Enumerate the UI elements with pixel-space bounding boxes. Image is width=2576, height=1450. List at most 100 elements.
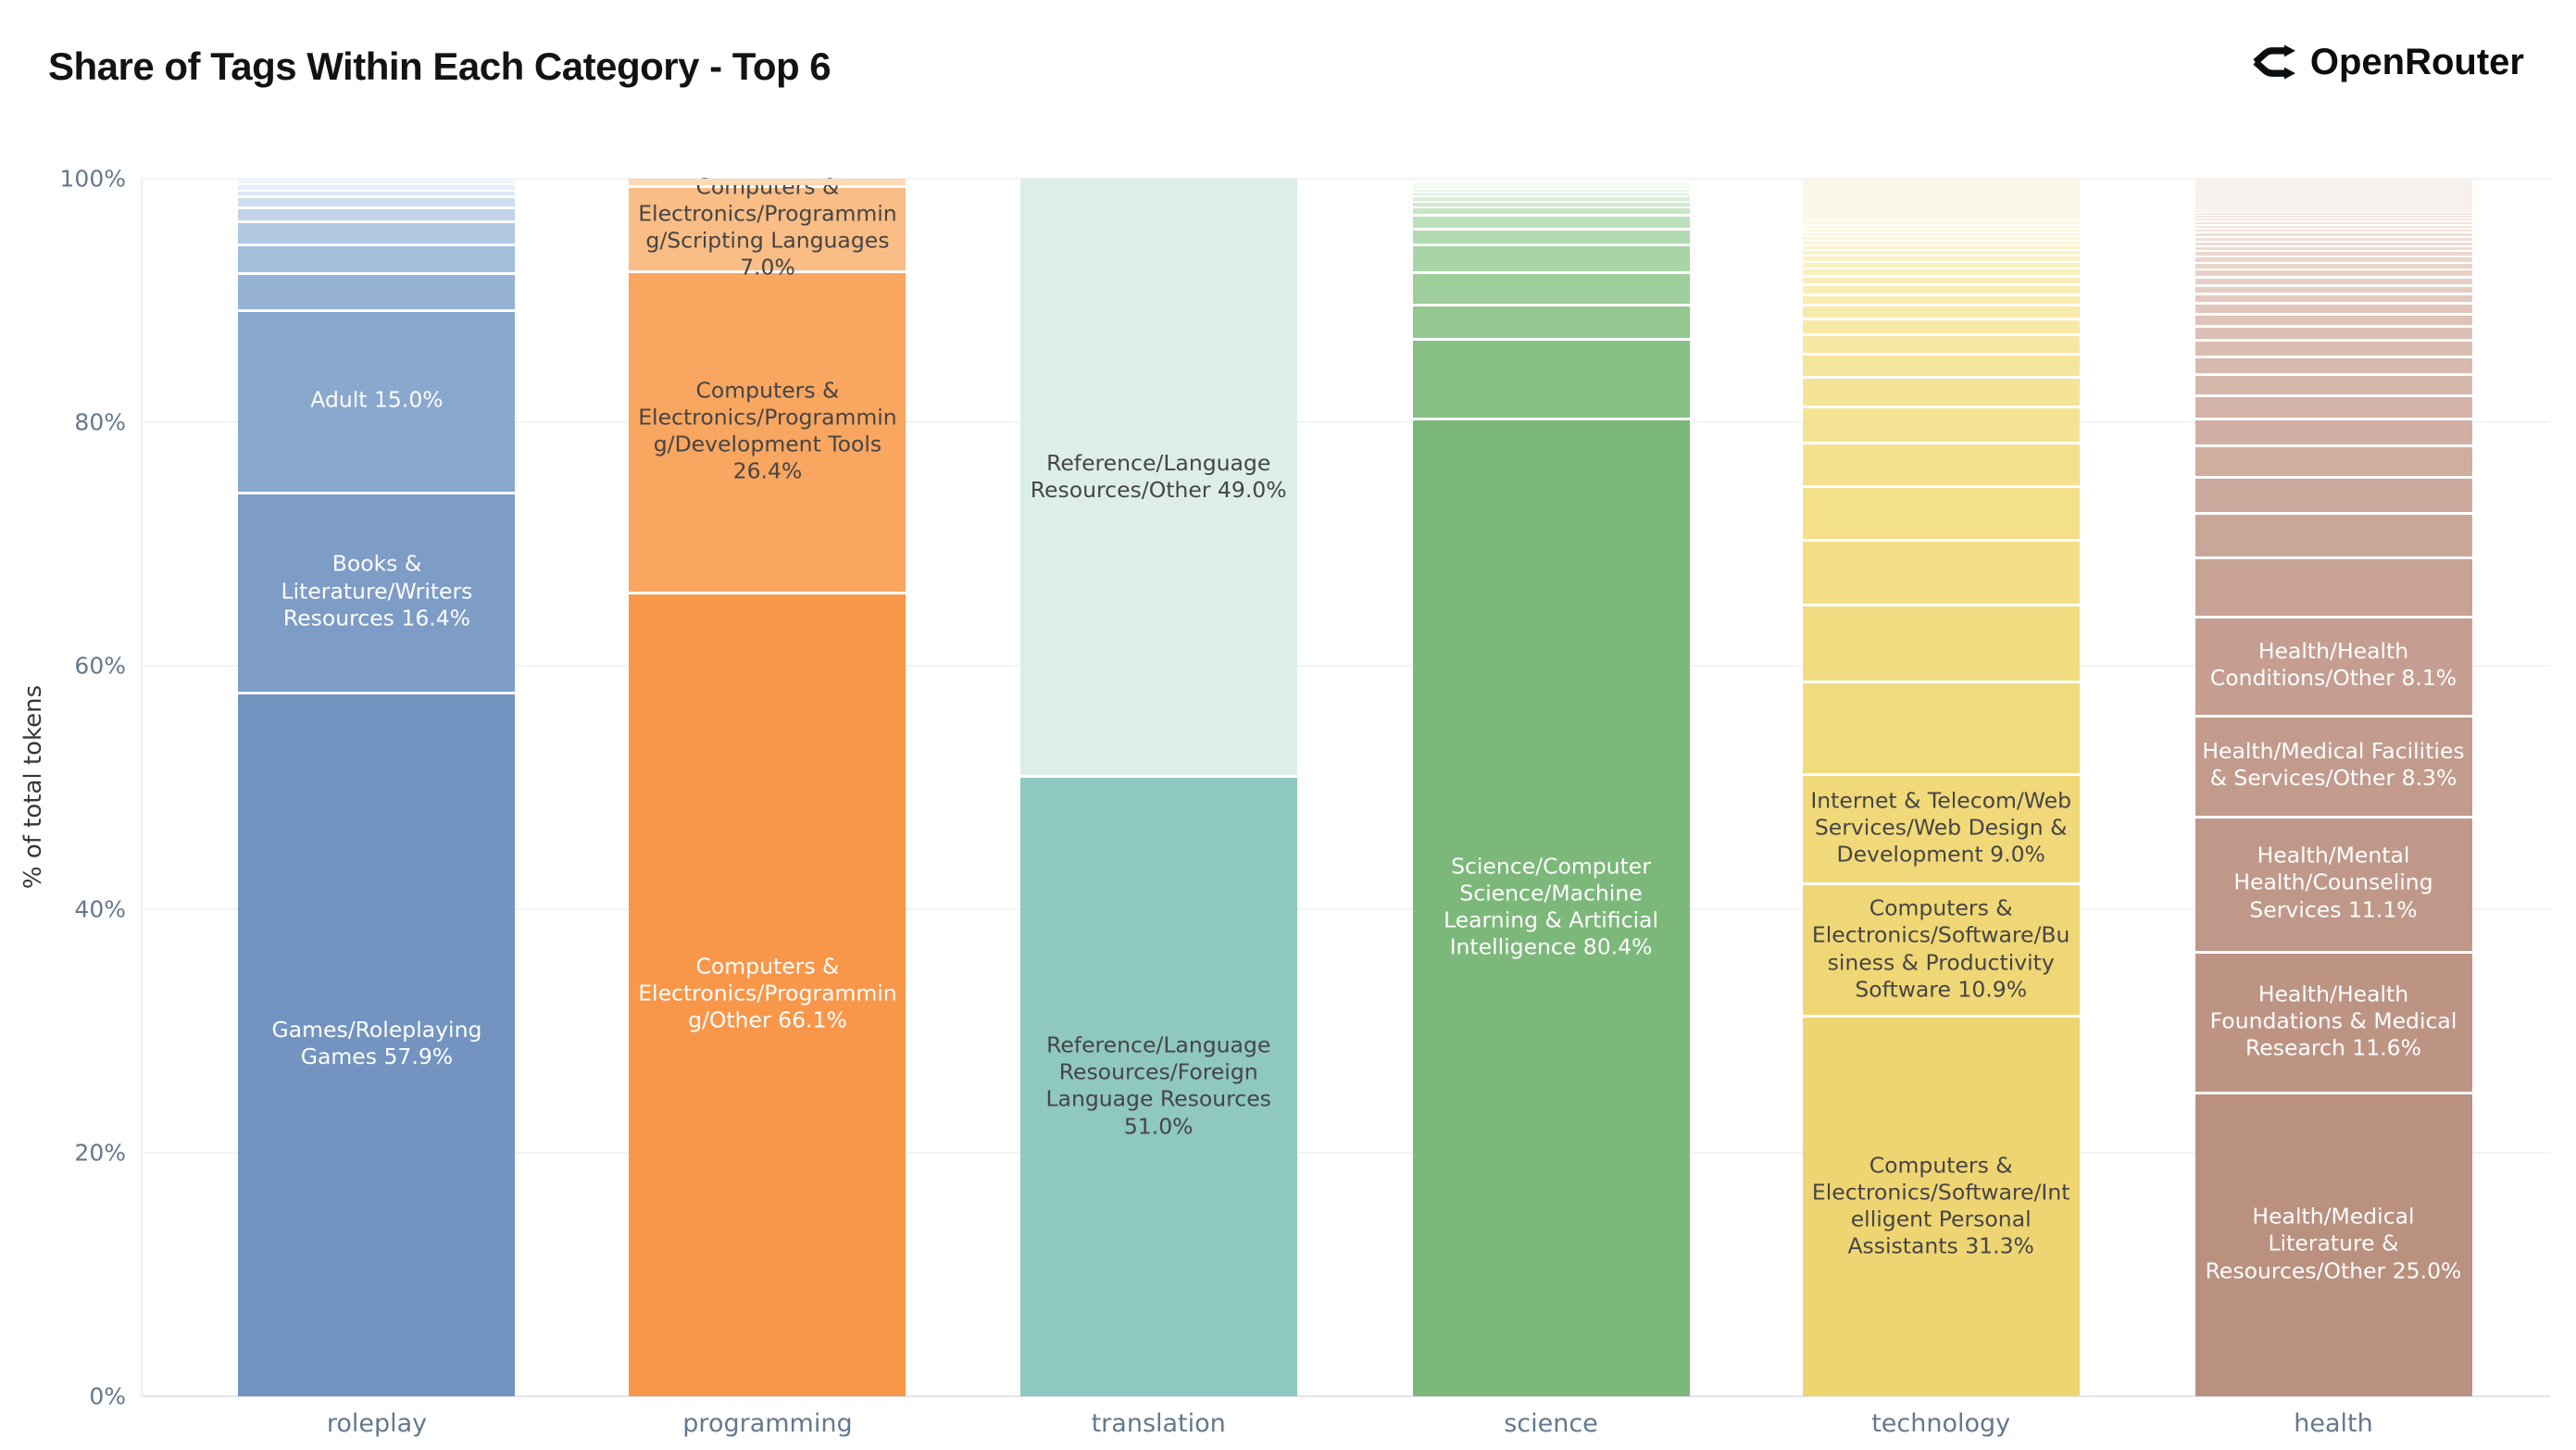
bar-segment[interactable] — [1412, 200, 1690, 207]
bar-segment[interactable] — [1802, 228, 2080, 232]
bar-segment[interactable] — [238, 219, 516, 244]
bar-segment[interactable] — [1802, 249, 2080, 256]
bar-segment[interactable] — [1802, 882, 2080, 1016]
bar-segment[interactable] — [1802, 283, 2080, 294]
bar-segment[interactable] — [1412, 227, 1690, 244]
bar-segment[interactable] — [1802, 772, 2080, 883]
bar-segment[interactable] — [2195, 231, 2472, 236]
bar-segment[interactable] — [1802, 221, 2080, 225]
y-tick-label: 0% — [89, 1382, 126, 1410]
bar-segment[interactable] — [2195, 325, 2472, 340]
bar-segment[interactable] — [1412, 179, 1690, 181]
bar-segment[interactable] — [2195, 950, 2472, 1093]
bar-segment[interactable] — [1412, 243, 1690, 271]
bar-segment[interactable] — [2195, 208, 2472, 212]
bar-segment[interactable] — [238, 195, 516, 207]
bar-segment[interactable] — [2195, 276, 2472, 284]
bar-segment[interactable] — [2195, 211, 2472, 215]
bar-segment[interactable] — [2195, 244, 2472, 251]
bar-segment[interactable] — [1802, 603, 2080, 681]
bar-segment[interactable] — [2195, 227, 2472, 232]
bar-segment[interactable] — [1412, 206, 1690, 215]
bar-segment[interactable] — [2195, 512, 2472, 556]
bar-segment[interactable] — [238, 491, 516, 692]
bar-segment[interactable] — [1412, 214, 1690, 228]
bar-segment[interactable] — [1802, 353, 2080, 377]
bar-segment[interactable] — [1412, 417, 1690, 1396]
bar-segment[interactable] — [1412, 270, 1690, 305]
bar-segment[interactable] — [2195, 220, 2472, 224]
bar-segment[interactable] — [629, 184, 907, 270]
bar-segment[interactable] — [1802, 680, 2080, 773]
bar-segment[interactable] — [2195, 235, 2472, 241]
bar-segment[interactable] — [1019, 179, 1297, 776]
bar-segment[interactable] — [238, 243, 516, 273]
bar-segment[interactable] — [2195, 417, 2472, 444]
bar-segment[interactable] — [2195, 292, 2472, 303]
bar-segment[interactable] — [1802, 179, 2080, 219]
bar-segment[interactable] — [2195, 256, 2472, 262]
bar-segment[interactable] — [1412, 184, 1690, 188]
bar-segment[interactable] — [1802, 260, 2080, 268]
bar-segment[interactable] — [1802, 255, 2080, 261]
bar-segment[interactable] — [2195, 444, 2472, 476]
bar-segment[interactable] — [1802, 240, 2080, 245]
bar-segment[interactable] — [2195, 223, 2472, 228]
bar-segment[interactable] — [2195, 475, 2472, 513]
bar-segment[interactable] — [2195, 217, 2472, 221]
bar-segment[interactable] — [2195, 373, 2472, 394]
bar-segment[interactable] — [1802, 244, 2080, 250]
bar-segment[interactable] — [1802, 268, 2080, 275]
bar-segment[interactable] — [1802, 293, 2080, 305]
bar-segment[interactable] — [1802, 304, 2080, 318]
bar-segment[interactable] — [1802, 274, 2080, 284]
bar-segment[interactable] — [1802, 485, 2080, 540]
bar-segment[interactable] — [238, 189, 516, 196]
bar-segment[interactable] — [2195, 394, 2472, 418]
bar-segment[interactable] — [1802, 317, 2080, 334]
bar-segment[interactable] — [2195, 302, 2472, 314]
bar-segment[interactable] — [2195, 714, 2472, 816]
bar-segment[interactable] — [2195, 250, 2472, 256]
bar-segment[interactable] — [1802, 333, 2080, 354]
bar-segment[interactable] — [2195, 339, 2472, 356]
bar-segment[interactable] — [2195, 815, 2472, 951]
bar-segment[interactable] — [238, 691, 516, 1396]
bar-segment[interactable] — [238, 206, 516, 220]
bar-segment[interactable] — [1412, 181, 1690, 185]
bar-segment[interactable] — [2195, 313, 2472, 326]
bar-segment[interactable] — [2195, 556, 2472, 617]
bar-segment[interactable] — [1802, 405, 2080, 443]
bar-segment[interactable] — [238, 179, 516, 184]
bar-segment[interactable] — [2195, 1092, 2472, 1396]
bar-segment[interactable] — [238, 308, 516, 492]
bar-segment[interactable] — [2195, 269, 2472, 277]
bar-segment[interactable] — [2195, 355, 2472, 374]
bar-segment[interactable] — [1412, 180, 1690, 182]
bar-segment[interactable] — [2195, 179, 2472, 209]
bar-segment[interactable] — [1019, 775, 1297, 1396]
bar-segment[interactable] — [1802, 224, 2080, 229]
bar-segment[interactable] — [1802, 442, 2080, 486]
bar-segment[interactable] — [1412, 338, 1690, 418]
bar-segment[interactable] — [1802, 376, 2080, 406]
bar-segment[interactable] — [2195, 240, 2472, 245]
bar-segment[interactable] — [238, 183, 516, 190]
bar-segment[interactable] — [1802, 539, 2080, 604]
bar-segment[interactable] — [629, 269, 907, 592]
bar-segment[interactable] — [1412, 304, 1690, 339]
bar-segment[interactable] — [1412, 195, 1690, 201]
bar-segment[interactable] — [1802, 231, 2080, 236]
bar-segment[interactable] — [2195, 616, 2472, 715]
bar-segment[interactable] — [2195, 261, 2472, 269]
bar-segment[interactable] — [238, 272, 516, 309]
bar-segment[interactable] — [2195, 283, 2472, 293]
bar-segment[interactable] — [2195, 214, 2472, 218]
bar-segment[interactable] — [1802, 235, 2080, 241]
bar-segment[interactable] — [629, 591, 907, 1396]
bar-segment[interactable] — [1412, 187, 1690, 192]
bar-segment[interactable] — [1412, 191, 1690, 196]
bar-segment[interactable] — [1802, 1015, 2080, 1396]
bar-segment[interactable] — [1802, 219, 2080, 222]
bar-segment[interactable] — [629, 179, 907, 185]
